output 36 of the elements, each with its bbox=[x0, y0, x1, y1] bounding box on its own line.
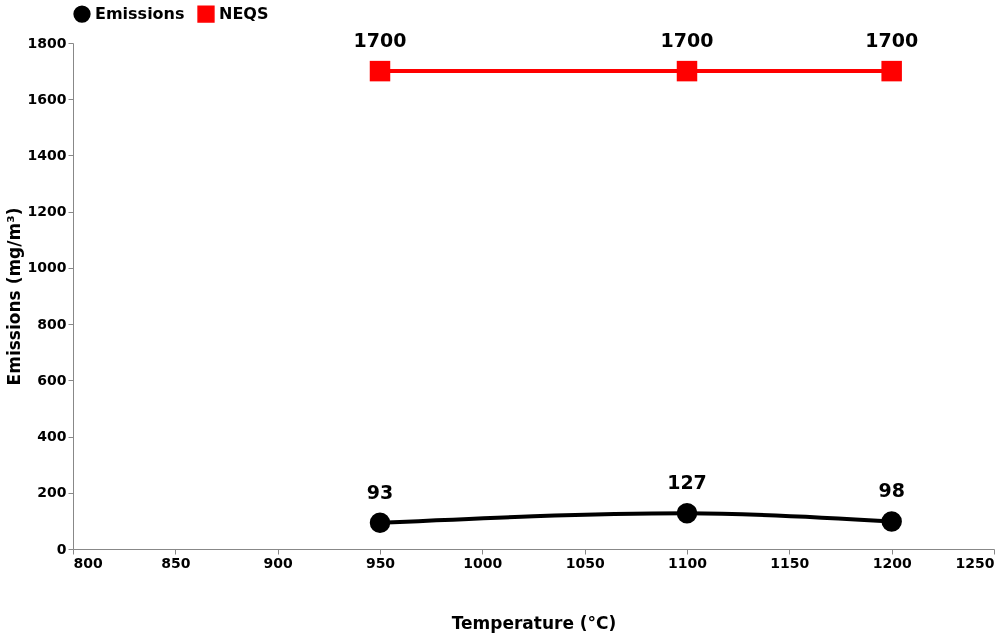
y-tick-label: 800 bbox=[37, 315, 67, 332]
data-label: 1700 bbox=[865, 29, 919, 52]
data-label: 1700 bbox=[353, 29, 407, 52]
y-tick-label: 400 bbox=[37, 428, 67, 445]
x-tick-label: 800 bbox=[73, 554, 103, 571]
point bbox=[369, 60, 391, 82]
point bbox=[676, 503, 698, 524]
y-tick-label: 1000 bbox=[27, 259, 67, 276]
y-axis-title: Emissions (mg/m³) bbox=[3, 207, 24, 386]
point bbox=[676, 60, 698, 82]
legend-label: NEQS bbox=[219, 4, 269, 24]
x-tick-label: 1250 bbox=[955, 554, 995, 571]
x-tick-label: 900 bbox=[263, 554, 294, 571]
data-label: 1700 bbox=[660, 29, 714, 52]
point bbox=[881, 60, 902, 82]
point bbox=[881, 511, 902, 532]
x-tick-label: 1200 bbox=[872, 554, 912, 571]
y-tick-label: 600 bbox=[37, 371, 67, 388]
x-tick-label: 950 bbox=[365, 554, 396, 571]
x-tick-label: 850 bbox=[161, 554, 191, 571]
y-tick-label: 1600 bbox=[27, 90, 67, 107]
y-tick-label: 0 bbox=[56, 540, 67, 557]
y-tick-label: 1400 bbox=[27, 146, 67, 163]
point bbox=[369, 512, 391, 534]
x-tick-label: 1100 bbox=[668, 554, 708, 571]
data-label: 127 bbox=[667, 471, 707, 494]
x-tick-label: 1000 bbox=[463, 554, 503, 571]
y-tick-label: 200 bbox=[37, 484, 67, 501]
x-tick-label: 1150 bbox=[770, 554, 810, 571]
legend-label: Emissions bbox=[95, 4, 185, 24]
y-tick-label: 1200 bbox=[27, 203, 67, 220]
data-label: 98 bbox=[878, 479, 905, 502]
x-axis-title: Temperature (°C) bbox=[451, 612, 617, 633]
x-tick-label: 1050 bbox=[565, 554, 605, 571]
data-label: 93 bbox=[366, 480, 394, 503]
y-tick-label: 1800 bbox=[27, 34, 67, 51]
